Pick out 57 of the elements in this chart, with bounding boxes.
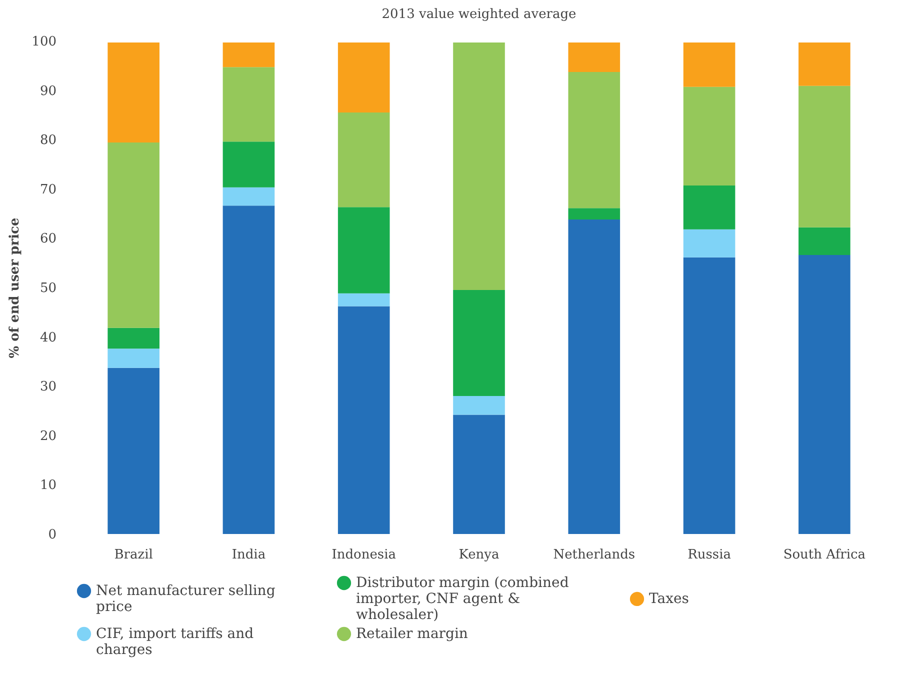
bar (338, 306, 390, 534)
y-tick-label: 30 (40, 380, 56, 395)
x-tick-label: Kenya (458, 548, 500, 562)
bar (108, 348, 160, 368)
y-tick-label: 70 (40, 182, 56, 198)
bar (683, 42, 736, 87)
legend-label: CIF, import tariffs and charges (96, 626, 254, 658)
bar (453, 290, 505, 396)
bar (798, 42, 850, 86)
y-tick-label: 90 (40, 84, 56, 99)
bar (798, 227, 850, 255)
y-tick-label: 40 (40, 330, 56, 346)
bar (338, 42, 390, 112)
y-tick-label: 60 (40, 232, 56, 247)
legend-label: Distributor margin (combined importer, CNF agent & wholesaler) (356, 575, 569, 623)
bar (683, 185, 736, 230)
bar (108, 328, 160, 349)
bar (453, 42, 505, 290)
x-tick-label: Indonesia (332, 548, 396, 562)
y-tick-label: 80 (40, 133, 56, 148)
y-tick-label: 20 (40, 428, 56, 444)
bar (338, 293, 390, 306)
x-tick-label: India (232, 548, 266, 562)
bar (338, 112, 390, 208)
legend-label: Net manufacturer selling price (96, 583, 276, 615)
bar (222, 67, 275, 142)
bar (108, 142, 160, 328)
bar (568, 219, 620, 534)
legend-label: Taxes (649, 590, 689, 607)
bar (222, 142, 275, 188)
bar (683, 86, 736, 186)
bar (338, 207, 390, 294)
bar (568, 42, 620, 72)
y-tick-label: 10 (40, 478, 56, 494)
legend-label: Retailer margin (356, 626, 468, 642)
bar (108, 368, 160, 534)
bar (222, 206, 275, 534)
bar (798, 86, 850, 228)
y-tick-label: 0 (48, 528, 56, 542)
y-tick-label: 50 (40, 281, 56, 296)
bar (798, 254, 850, 534)
y-axis-title: % of end user price (8, 218, 23, 358)
x-tick-label: Russia (688, 548, 732, 562)
bar (568, 72, 620, 208)
bar (453, 414, 505, 534)
bar (453, 396, 505, 415)
bar (683, 229, 736, 258)
bar (683, 257, 736, 534)
x-tick-label: Netherlands (553, 548, 636, 562)
bar (108, 42, 160, 143)
x-tick-label: South Africa (783, 548, 866, 562)
bar (222, 187, 275, 206)
bar (222, 42, 275, 68)
y-tick-label: 100 (32, 34, 56, 50)
x-tick-label: Brazil (114, 548, 153, 562)
bar (568, 208, 620, 220)
chart-title: 2013 value weighted average (382, 7, 577, 22)
